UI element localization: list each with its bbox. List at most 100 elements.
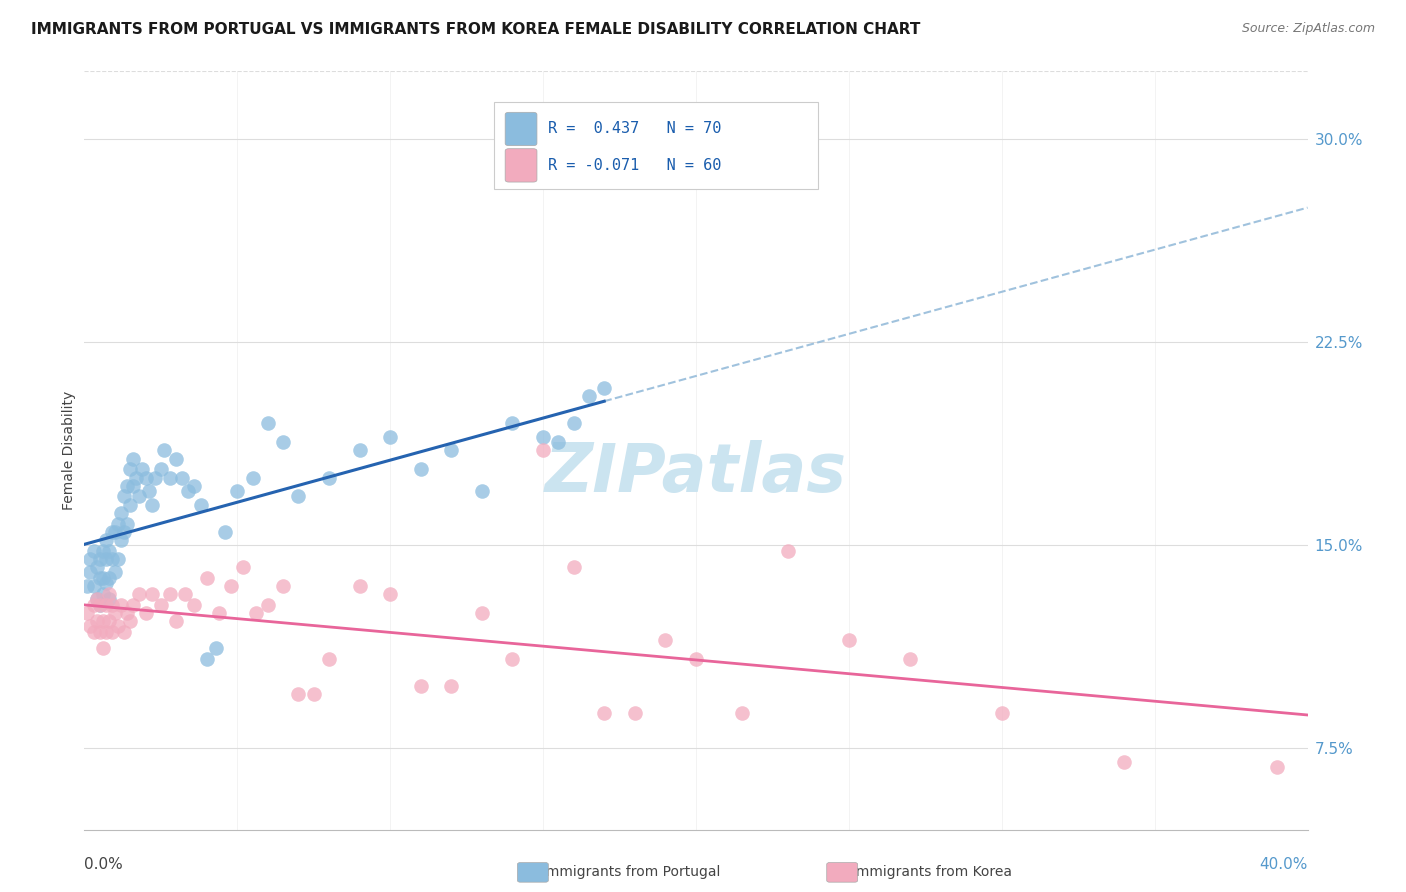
- Point: [94, 533, 117, 547]
- Point: [107, 516, 129, 531]
- Point: [731, 706, 754, 720]
- Point: [91, 614, 114, 628]
- Point: [89, 598, 111, 612]
- Point: [86, 560, 108, 574]
- Point: [94, 576, 117, 591]
- Point: [112, 624, 135, 639]
- Point: [149, 598, 172, 612]
- Point: [76, 606, 98, 620]
- Point: [143, 470, 166, 484]
- Point: [380, 430, 402, 444]
- Point: [97, 571, 120, 585]
- Point: [94, 551, 117, 566]
- Point: [471, 484, 494, 499]
- Point: [101, 624, 124, 639]
- Point: [97, 587, 120, 601]
- Point: [91, 587, 114, 601]
- Point: [94, 598, 117, 612]
- Point: [141, 498, 163, 512]
- Point: [128, 490, 150, 504]
- Point: [349, 579, 371, 593]
- Text: ZIPatlas: ZIPatlas: [546, 441, 846, 506]
- Point: [219, 579, 242, 593]
- Point: [115, 516, 138, 531]
- Text: R =  0.437   N = 70: R = 0.437 N = 70: [548, 121, 721, 136]
- Point: [79, 619, 101, 633]
- Point: [125, 470, 148, 484]
- Point: [131, 462, 153, 476]
- Point: [165, 451, 187, 466]
- Point: [120, 498, 142, 512]
- Point: [593, 381, 616, 395]
- Point: [107, 551, 129, 566]
- Point: [440, 679, 463, 693]
- Point: [685, 652, 707, 666]
- Point: [502, 417, 524, 431]
- Point: [138, 484, 160, 499]
- Point: [104, 524, 127, 539]
- Point: [349, 443, 371, 458]
- Point: [257, 417, 280, 431]
- Text: 40.0%: 40.0%: [1260, 856, 1308, 871]
- Point: [190, 498, 212, 512]
- Point: [562, 560, 585, 574]
- FancyBboxPatch shape: [494, 102, 818, 189]
- Point: [471, 606, 494, 620]
- Point: [110, 506, 132, 520]
- Point: [91, 571, 114, 585]
- Point: [97, 614, 120, 628]
- Point: [245, 606, 267, 620]
- Point: [318, 652, 340, 666]
- Point: [89, 598, 111, 612]
- Point: [409, 462, 432, 476]
- Point: [101, 524, 124, 539]
- Text: Source: ZipAtlas.com: Source: ZipAtlas.com: [1241, 22, 1375, 36]
- Point: [302, 687, 325, 701]
- Point: [83, 543, 105, 558]
- Point: [128, 587, 150, 601]
- Point: [208, 606, 231, 620]
- Point: [97, 592, 120, 607]
- Text: R = -0.071   N = 60: R = -0.071 N = 60: [548, 158, 721, 173]
- Text: 0.0%: 0.0%: [84, 856, 124, 871]
- Point: [86, 614, 108, 628]
- Point: [1265, 760, 1288, 774]
- Point: [898, 652, 921, 666]
- Point: [195, 652, 218, 666]
- Point: [214, 524, 236, 539]
- Point: [91, 641, 114, 656]
- FancyBboxPatch shape: [505, 112, 537, 145]
- Text: Immigrants from Portugal: Immigrants from Portugal: [520, 865, 721, 880]
- Point: [101, 551, 124, 566]
- Point: [115, 606, 138, 620]
- Point: [110, 533, 132, 547]
- Point: [257, 598, 280, 612]
- Point: [776, 543, 799, 558]
- Point: [104, 566, 127, 580]
- Point: [287, 490, 309, 504]
- Point: [172, 470, 194, 484]
- Point: [502, 652, 524, 666]
- Point: [409, 679, 432, 693]
- Point: [107, 619, 129, 633]
- Point: [135, 606, 157, 620]
- Point: [141, 587, 163, 601]
- Y-axis label: Female Disability: Female Disability: [62, 391, 76, 510]
- Point: [79, 551, 101, 566]
- Point: [97, 543, 120, 558]
- Point: [531, 443, 554, 458]
- Point: [112, 524, 135, 539]
- Point: [83, 598, 105, 612]
- Point: [89, 551, 111, 566]
- Point: [149, 462, 172, 476]
- Point: [110, 598, 132, 612]
- Point: [547, 435, 569, 450]
- Point: [159, 470, 181, 484]
- Point: [624, 706, 647, 720]
- Point: [83, 624, 105, 639]
- Point: [101, 598, 124, 612]
- Point: [177, 484, 200, 499]
- Point: [1114, 755, 1136, 769]
- Point: [318, 470, 340, 484]
- Point: [531, 430, 554, 444]
